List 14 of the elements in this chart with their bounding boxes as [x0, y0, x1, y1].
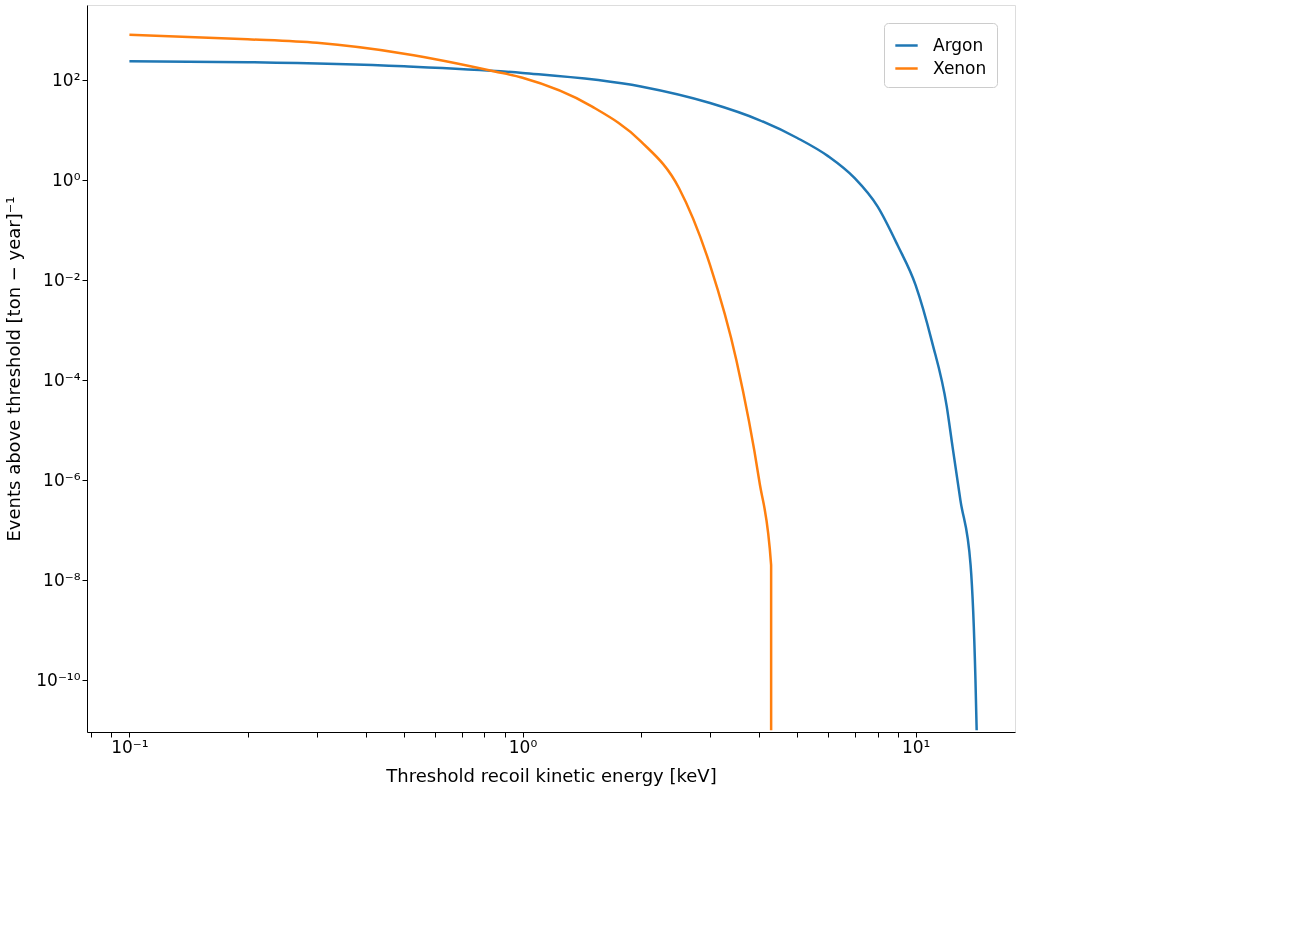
- y-tick-label: 10²: [52, 69, 81, 90]
- x-tick-label: 10⁻¹: [111, 736, 149, 757]
- x-axis-title: Threshold recoil kinetic energy [keV]: [385, 764, 717, 786]
- y-tick-label: 10⁻⁶: [43, 469, 81, 490]
- legend-label: Xenon: [933, 57, 987, 78]
- y-tick-label: 10⁰: [52, 169, 81, 190]
- y-axis-title: Events above threshold [ton − year]⁻¹: [3, 196, 25, 542]
- y-tick-label: 10⁻¹⁰: [36, 669, 81, 690]
- x-tick-label: 10⁰: [508, 736, 538, 757]
- x-tick-label: 10¹: [901, 736, 931, 757]
- y-tick-label: 10⁻²: [43, 269, 81, 290]
- legend-label: Argon: [933, 34, 984, 55]
- y-tick-label: 10⁻⁸: [43, 569, 81, 590]
- y-tick-label: 10⁻⁴: [43, 369, 81, 390]
